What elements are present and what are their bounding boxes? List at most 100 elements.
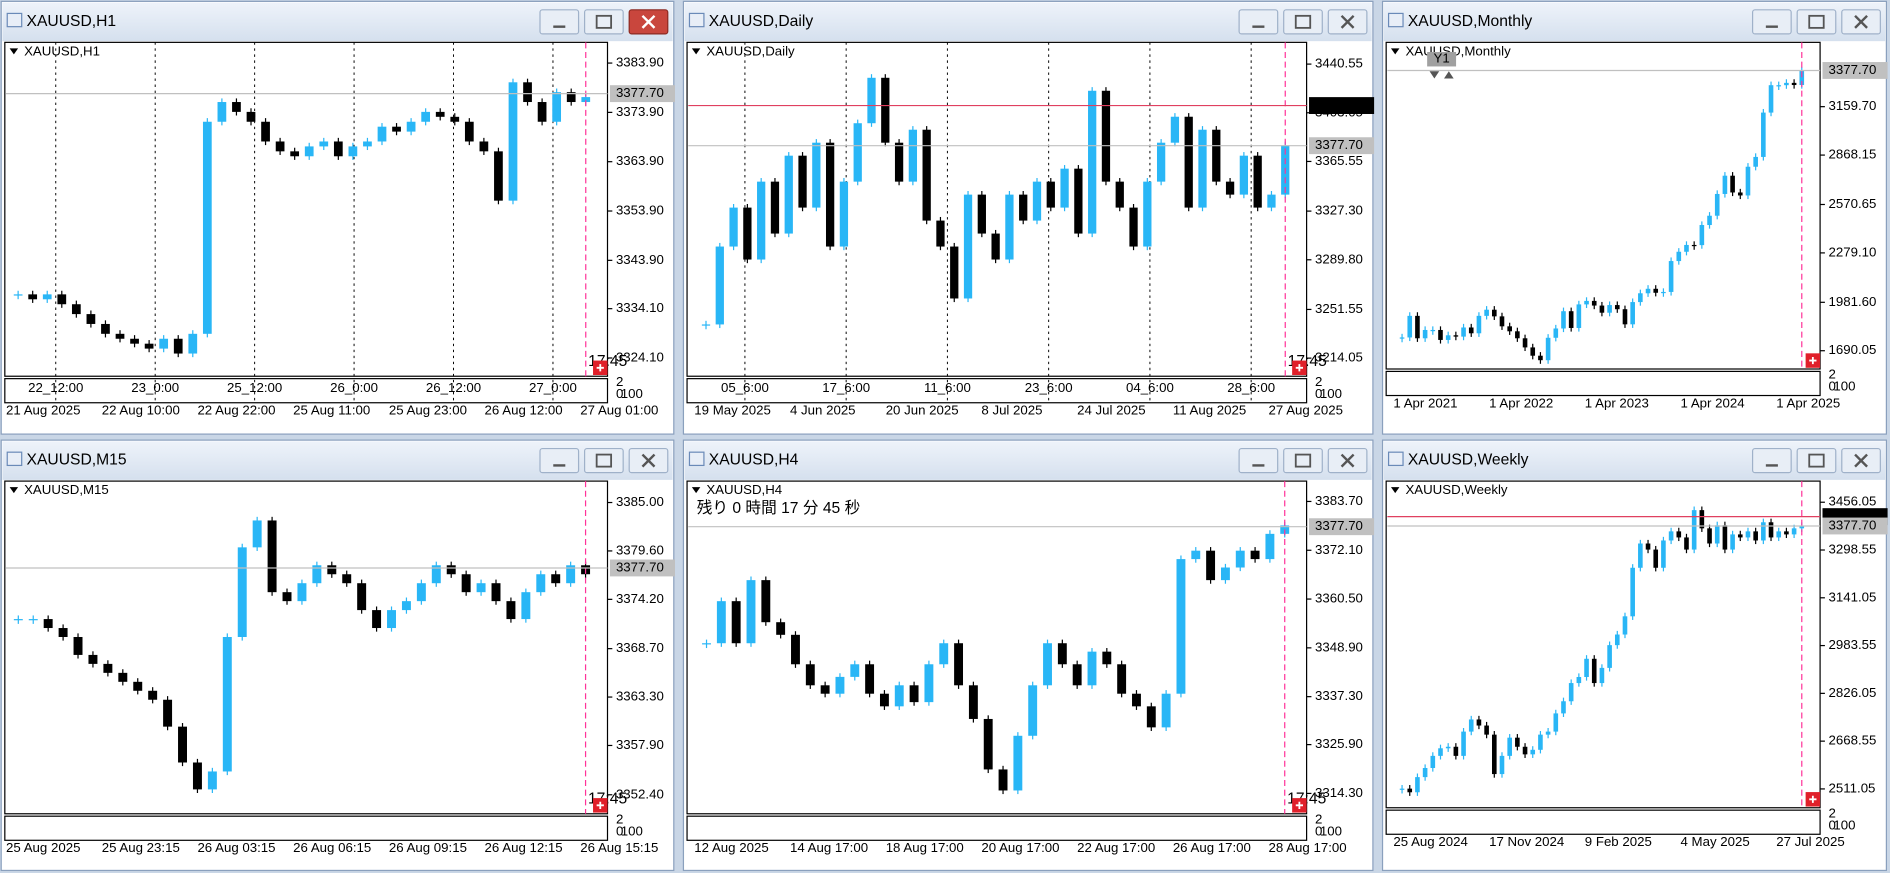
sub-window	[4, 378, 609, 404]
date-label: 27 Jul 2025	[1776, 834, 1845, 849]
candle	[237, 547, 247, 637]
candle	[431, 565, 441, 584]
candle	[1561, 701, 1566, 714]
maximize-button[interactable]	[1796, 9, 1837, 35]
minimize-button[interactable]	[539, 9, 580, 35]
date-label: 28 Aug 17:00	[1269, 840, 1347, 855]
candle	[372, 610, 382, 629]
date-label: 26 Aug 17:00	[1173, 840, 1251, 855]
sub-scale-min: 0	[616, 386, 623, 401]
price-level-label: 3408.61	[1315, 97, 1363, 112]
candle	[770, 181, 780, 234]
candle	[130, 338, 139, 344]
chart-menu-arrow	[1390, 48, 1400, 55]
date-label: 26 Aug 15:15	[580, 840, 658, 855]
candle	[908, 129, 918, 182]
candle	[377, 126, 387, 142]
candle	[551, 574, 561, 584]
y-tick-label: 3348.90	[1315, 639, 1363, 654]
candle	[1584, 658, 1589, 677]
y-tick-label: 3289.80	[1315, 251, 1363, 266]
candle	[1032, 181, 1042, 221]
maximize-button[interactable]	[583, 9, 624, 35]
y-tick-label: 3214.05	[1315, 350, 1363, 365]
price-level-tag	[609, 559, 675, 577]
window-icon	[1387, 12, 1404, 28]
candle	[327, 565, 337, 575]
candle	[757, 181, 766, 260]
candle	[1676, 531, 1682, 538]
date-label: 8 Jul 2025	[981, 403, 1042, 418]
candle	[207, 771, 217, 790]
maximize-button[interactable]	[583, 447, 624, 474]
candle	[1707, 528, 1712, 544]
candle	[406, 121, 416, 132]
candle	[798, 155, 807, 208]
close-glyph	[641, 453, 656, 468]
candle	[1143, 181, 1152, 247]
candle	[42, 294, 52, 300]
countdown: 残り 0 時間 17 分 45 秒	[697, 499, 861, 517]
candle	[1453, 335, 1459, 337]
candle	[1438, 748, 1443, 756]
date-label: 17 Nov 2024	[1489, 834, 1564, 849]
y-tick-label: 3379.60	[616, 542, 664, 557]
candle	[1117, 664, 1127, 694]
candle	[232, 102, 241, 112]
candle	[1791, 82, 1797, 86]
minimize-button[interactable]	[1238, 9, 1279, 35]
price-level-tag	[1822, 517, 1888, 535]
date-label: 14 Aug 17:00	[790, 840, 868, 855]
candle	[1661, 291, 1666, 294]
date-label: 1 Apr 2024	[1681, 395, 1745, 410]
maximize-button[interactable]	[1283, 447, 1323, 474]
candle	[963, 194, 973, 299]
candle	[246, 111, 256, 122]
candle	[1206, 550, 1216, 581]
candle	[1768, 85, 1774, 113]
candle	[188, 333, 198, 354]
candle	[173, 338, 183, 354]
minimize-button[interactable]	[1238, 447, 1279, 474]
price-level-label: 3377.70	[1315, 137, 1363, 152]
time-label: 23_0:00	[131, 380, 179, 395]
trade-button-glyph	[596, 801, 604, 809]
time-label: 04_6:00	[1126, 380, 1174, 395]
maximize-glyph	[1808, 453, 1825, 468]
time-label: 26_12:00	[426, 380, 481, 395]
candle	[1753, 531, 1758, 541]
candle	[1737, 534, 1743, 538]
candle	[922, 129, 931, 221]
candle	[776, 622, 786, 635]
candle	[13, 619, 23, 621]
candle	[1714, 525, 1720, 544]
candle	[363, 141, 372, 147]
candle	[494, 151, 503, 201]
candle	[977, 194, 986, 234]
y-tick-label: 2279.10	[1829, 244, 1877, 259]
time-label: 22_12:00	[28, 380, 83, 395]
candle	[1538, 734, 1543, 750]
date-label: 25 Aug 11:00	[293, 403, 370, 418]
date-label: 26 Aug 12:00	[485, 403, 563, 418]
candle	[1453, 746, 1459, 756]
candle	[342, 574, 352, 584]
candle	[1691, 244, 1697, 247]
candle	[1638, 543, 1643, 568]
minimize-button[interactable]	[539, 447, 580, 474]
candle	[435, 111, 445, 117]
candle	[701, 324, 711, 326]
sub-scale-label: 100	[621, 386, 643, 401]
candle	[506, 601, 516, 620]
candle	[1699, 225, 1705, 246]
minimize-button[interactable]	[1751, 447, 1792, 474]
trade-button-glyph	[596, 364, 604, 372]
maximize-button[interactable]	[1796, 447, 1837, 474]
maximize-button[interactable]	[1283, 9, 1323, 35]
trade-button-glyph	[1295, 801, 1303, 809]
date-label: 1 Apr 2022	[1489, 395, 1553, 410]
y-tick-label: 3314.30	[1315, 785, 1363, 800]
badge-box	[1427, 51, 1457, 67]
minimize-button[interactable]	[1751, 9, 1792, 35]
